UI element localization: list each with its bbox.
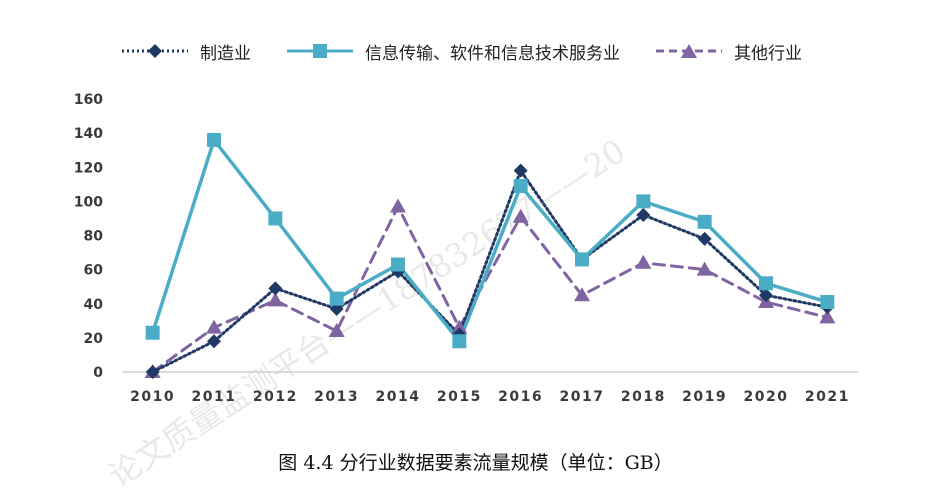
data-point-diamond bbox=[145, 365, 160, 379]
series-line bbox=[150, 138, 830, 344]
y-tick-label: 0 bbox=[93, 365, 103, 381]
x-tick-label: 2017 bbox=[560, 389, 605, 405]
data-point-diamond bbox=[636, 208, 651, 223]
data-point-square bbox=[145, 325, 160, 340]
x-tick-label: 2016 bbox=[498, 389, 543, 405]
series-line bbox=[151, 169, 829, 374]
series-line bbox=[151, 204, 829, 374]
y-tick-label: 120 bbox=[74, 160, 103, 176]
data-point-diamond bbox=[759, 288, 773, 303]
data-point-diamond bbox=[697, 231, 712, 246]
legend-label: 制造业 bbox=[200, 43, 251, 64]
data-point-diamond bbox=[207, 334, 221, 349]
x-tick-label: 2012 bbox=[253, 389, 298, 405]
y-tick-label: 160 bbox=[74, 92, 103, 108]
data-point-square bbox=[452, 334, 467, 349]
data-point-square bbox=[391, 257, 405, 272]
data-point-square bbox=[575, 252, 589, 267]
y-tick-label: 80 bbox=[84, 229, 104, 245]
data-point-diamond bbox=[513, 163, 528, 178]
x-tick-label: 2013 bbox=[314, 389, 359, 405]
legend-item-other: 其他行业 bbox=[654, 39, 802, 64]
x-tick-label: 2010 bbox=[130, 389, 175, 405]
legend-item-it-services: 信息传输、软件和信息技术服务业 bbox=[285, 39, 620, 64]
watermark: 论文质量监测平台——187832677——20 bbox=[102, 132, 633, 493]
data-point-square bbox=[759, 276, 773, 291]
data-point-triangle bbox=[512, 208, 529, 223]
y-tick-label: 60 bbox=[84, 263, 104, 279]
legend-swatch-solid-square bbox=[287, 44, 353, 58]
data-point-triangle bbox=[696, 261, 713, 276]
data-point-square bbox=[513, 179, 528, 194]
legend-label: 其他行业 bbox=[734, 43, 802, 64]
y-tick-label: 140 bbox=[74, 126, 103, 142]
series-layer bbox=[144, 132, 836, 379]
x-tick-label: 2011 bbox=[192, 389, 237, 405]
y-tick-label: 40 bbox=[84, 297, 104, 313]
data-point-square bbox=[697, 214, 712, 229]
legend-label: 信息传输、软件和信息技术服务业 bbox=[365, 43, 620, 64]
x-tick-label: 2020 bbox=[744, 389, 789, 405]
data-point-triangle bbox=[819, 309, 836, 324]
y-tick-label: 100 bbox=[74, 194, 103, 210]
data-point-square bbox=[329, 291, 344, 306]
data-point-triangle bbox=[390, 198, 406, 213]
x-tick-label: 2018 bbox=[621, 389, 666, 405]
data-point-diamond bbox=[268, 281, 283, 296]
legend-swatch-dotted-diamond bbox=[122, 44, 188, 58]
legend-swatch-dashed-triangle bbox=[656, 44, 722, 58]
data-point-square bbox=[268, 211, 283, 226]
data-point-triangle bbox=[206, 319, 222, 334]
data-point-triangle bbox=[328, 323, 345, 338]
x-tick-label: 2015 bbox=[437, 389, 482, 405]
data-point-square bbox=[636, 194, 651, 209]
x-tick-label: 2019 bbox=[682, 389, 727, 405]
x-tick-label: 2021 bbox=[805, 389, 850, 405]
y-tick-label: 20 bbox=[84, 331, 104, 347]
data-point-square bbox=[820, 295, 835, 310]
data-point-square bbox=[207, 132, 221, 147]
data-point-triangle bbox=[267, 292, 284, 307]
data-point-triangle bbox=[451, 319, 468, 334]
data-point-triangle bbox=[574, 287, 590, 302]
data-point-triangle bbox=[635, 254, 652, 269]
axes: 0 20 40 60 80 100 120 140 160 2010 2011 2012 2013 201… bbox=[74, 92, 858, 405]
x-tick-label: 2014 bbox=[376, 389, 421, 405]
legend: 制造业 信息传输、软件和信息技术服务业 其他行业 bbox=[120, 36, 802, 66]
legend-item-manufacturing: 制造业 bbox=[120, 39, 251, 64]
figure-caption: 图 4.4 分行业数据要素流量规模（单位：GB） bbox=[278, 452, 673, 474]
